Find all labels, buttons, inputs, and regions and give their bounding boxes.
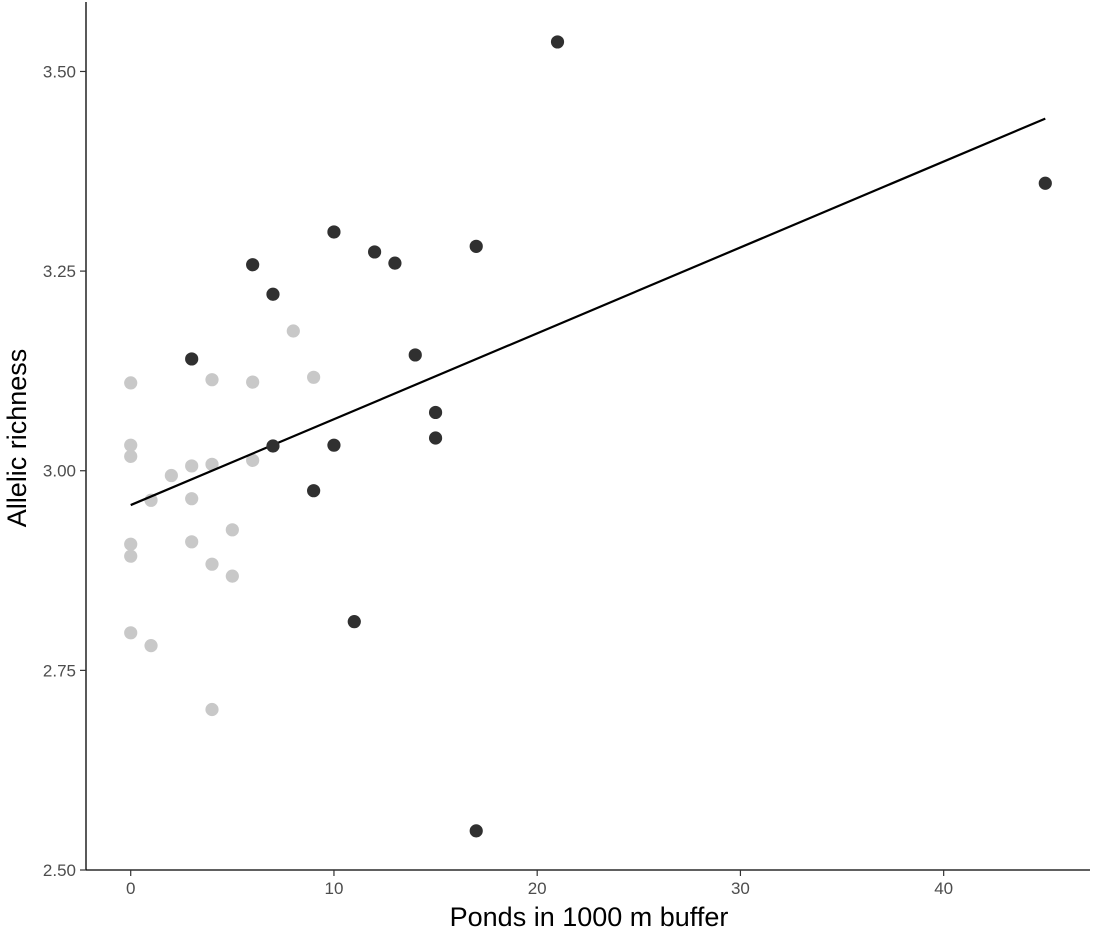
data-point [205, 457, 219, 471]
data-point [205, 702, 219, 717]
x-tick-label: 0 [126, 879, 135, 898]
data-point [124, 549, 138, 563]
data-point [164, 468, 178, 483]
y-axis-ticks: 2.50 2.75 3.00 3.25 3.50 [43, 62, 86, 880]
data-point [307, 484, 321, 498]
data-point [185, 492, 199, 506]
data-point [367, 245, 382, 259]
y-axis-title: Allelic richness [2, 349, 32, 528]
x-tick-label: 20 [528, 879, 547, 898]
data-point [469, 824, 483, 838]
data-point [307, 370, 321, 384]
plot-area [124, 35, 1052, 838]
x-tick-label: 40 [934, 879, 953, 898]
data-point [185, 459, 199, 473]
data-point [225, 523, 239, 537]
data-point [124, 438, 138, 452]
data-point [246, 453, 260, 467]
point-series-0 [124, 324, 321, 717]
data-point [205, 557, 219, 571]
data-point [347, 615, 361, 629]
data-point [428, 431, 443, 445]
data-point [185, 352, 199, 366]
y-tick-label: 2.75 [43, 661, 76, 680]
data-point [1038, 176, 1052, 190]
data-point [327, 438, 341, 452]
data-point [246, 258, 260, 272]
data-point [246, 375, 260, 389]
y-tick-label: 3.25 [43, 262, 76, 281]
y-tick-label: 2.50 [43, 861, 76, 880]
data-point [428, 405, 443, 420]
data-point [124, 626, 138, 640]
point-series-1 [185, 35, 1052, 838]
x-axis-ticks: 0 10 20 30 40 [126, 870, 953, 898]
data-point [124, 537, 138, 551]
data-point [286, 324, 300, 338]
data-point [144, 639, 158, 653]
data-point [185, 535, 199, 549]
regression-line [130, 117, 1046, 507]
data-point [327, 225, 341, 239]
y-tick-label: 3.00 [43, 462, 76, 481]
x-tick-label: 30 [731, 879, 750, 898]
data-point [550, 35, 565, 49]
y-tick-label: 3.50 [43, 62, 76, 81]
x-axis-title: Ponds in 1000 m buffer [450, 902, 729, 932]
data-point [266, 439, 280, 453]
data-point [469, 239, 483, 253]
data-point [266, 287, 280, 301]
data-point [408, 348, 422, 362]
data-point [205, 373, 219, 387]
data-point [225, 569, 239, 583]
data-point [124, 376, 138, 390]
data-point [388, 256, 402, 270]
x-tick-label: 10 [324, 879, 343, 898]
data-point [124, 449, 138, 463]
